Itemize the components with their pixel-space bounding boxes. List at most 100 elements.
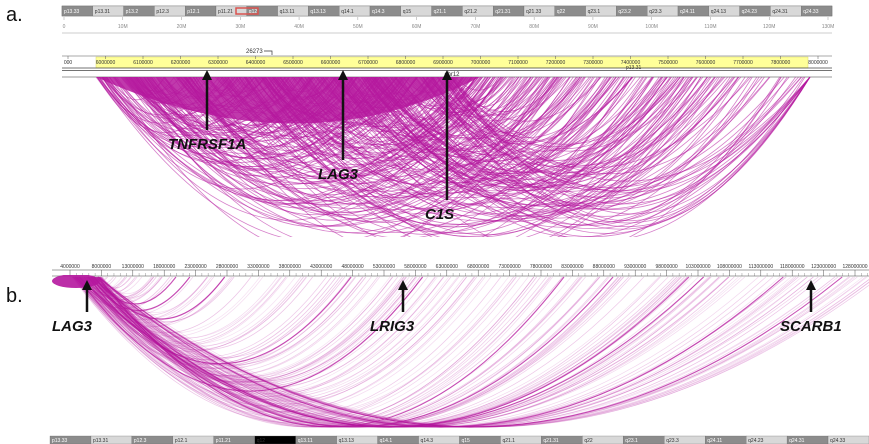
ideogram-band-label: q22 <box>584 438 593 444</box>
axis-tick-label: 28000000 <box>216 264 238 270</box>
ideogram-band-label: q12 <box>249 9 258 15</box>
panel-a-label: a. <box>6 4 23 26</box>
interaction-arc <box>91 276 869 428</box>
scale-tick-label: 30M <box>235 24 245 30</box>
zoom-tick-label: 6500000 <box>283 60 303 66</box>
interaction-arc <box>267 77 653 216</box>
interaction-arc <box>176 77 600 198</box>
interaction-arc <box>96 276 579 428</box>
panel-a-zoom-ticks: 000 6000000 6100000 6200000 6300000 6400000 65… <box>64 56 828 66</box>
interaction-arc <box>80 276 231 327</box>
zoom-tick-label: 7500000 <box>658 60 678 66</box>
interaction-arc <box>90 276 421 386</box>
local-interaction-cluster <box>52 275 100 288</box>
interaction-arc <box>135 77 469 209</box>
interaction-arc <box>75 276 563 428</box>
axis-tick-label: 68000000 <box>467 264 489 270</box>
interaction-arc <box>84 276 212 320</box>
panel-a-ideogram: p13.33 p13.31 p13.2 p12.3 p12.1 p11.21 q12 q13.… <box>61 5 833 17</box>
gene-label-lrig3: LRIG3 <box>370 318 415 335</box>
axis-tick-label: 13000000 <box>122 264 144 270</box>
zoom-tick-label: 6700000 <box>358 60 378 66</box>
axis-tick-label: 23000000 <box>184 264 206 270</box>
interaction-arc <box>408 77 724 168</box>
zoom-tick-label: 6900000 <box>433 60 453 66</box>
ideogram-band <box>801 5 833 17</box>
ideogram-band-label: p12.3 <box>156 9 169 15</box>
ideogram-band-label: q23.1 <box>588 9 601 15</box>
interaction-arc <box>83 276 688 428</box>
region-marker <box>235 7 259 15</box>
interaction-arc <box>84 276 541 428</box>
interaction-arc <box>93 276 155 298</box>
interaction-arc <box>87 276 191 311</box>
interaction-arc <box>403 77 811 234</box>
zoom-tick-label: 7100000 <box>508 60 528 66</box>
ideogram-band-label: q14.1 <box>341 9 354 15</box>
ideogram-band-label: q23.2 <box>618 9 631 15</box>
ideogram-band-label: q14.3 <box>421 438 434 444</box>
axis-tick-label: 33000000 <box>247 264 269 270</box>
ideogram-band-label: q24.31 <box>772 9 788 15</box>
interaction-arc <box>74 276 742 428</box>
interaction-arc <box>72 276 547 428</box>
interaction-arc <box>96 276 416 383</box>
interaction-arc <box>83 276 363 370</box>
interaction-arc <box>100 276 516 415</box>
ideogram-band-label: q12 <box>257 438 266 444</box>
interaction-arc <box>83 276 438 394</box>
interaction-arc <box>87 276 394 378</box>
ideogram-band-label: q24.23 <box>748 438 764 444</box>
ideogram-band-label: q24.13 <box>711 9 727 15</box>
ideogram-band-label: q24.33 <box>830 438 846 444</box>
interaction-arc <box>90 276 161 301</box>
interaction-arc <box>100 276 107 279</box>
interaction-arc <box>238 77 647 233</box>
zoom-tick-label: 7000000 <box>471 60 491 66</box>
interaction-arc <box>450 77 765 193</box>
interaction-arc <box>82 276 372 373</box>
interaction-arc <box>98 276 366 366</box>
panel-a-arcs <box>95 77 811 237</box>
interaction-arc <box>80 276 380 376</box>
interaction-arc <box>93 276 467 401</box>
scale-tick-label: 20M <box>177 24 187 30</box>
interaction-arc <box>150 77 473 185</box>
interaction-arc <box>100 276 465 398</box>
interaction-arc <box>349 77 579 165</box>
interaction-arc <box>79 276 444 398</box>
interaction-arc <box>432 77 578 133</box>
interaction-arc <box>99 276 346 358</box>
interaction-arc <box>91 276 410 383</box>
axis-tick-label: 103000000 <box>685 264 710 270</box>
interaction-arc <box>83 276 492 412</box>
interaction-arc <box>72 276 445 400</box>
ideogram-band-label: q15 <box>403 9 412 15</box>
interaction-arc <box>86 276 458 400</box>
interaction-arc <box>95 276 538 423</box>
interaction-arc <box>268 77 611 211</box>
interaction-arc <box>88 276 869 428</box>
interaction-arc <box>87 276 302 348</box>
interaction-arc <box>93 276 781 428</box>
axis-tick-label: 38000000 <box>279 264 301 270</box>
interaction-arc <box>93 276 407 381</box>
interaction-arc <box>74 276 393 383</box>
interaction-arc <box>96 276 428 387</box>
axis-tick-label: 88000000 <box>593 264 615 270</box>
axis-tick-label: 73000000 <box>498 264 520 270</box>
panel-b-arrows <box>82 280 816 312</box>
ideogram-band-label: q13.13 <box>310 9 326 15</box>
interaction-arc <box>89 276 678 428</box>
scale-tick-label: 60M <box>412 24 422 30</box>
zoom-tick-label: 7700000 <box>733 60 753 66</box>
interaction-arc <box>225 77 668 226</box>
zoom-tick-label: 6400000 <box>246 60 266 66</box>
interaction-arc <box>75 276 552 428</box>
ideogram-band-label: q21.31 <box>543 438 559 444</box>
ideogram-band-label: q13.11 <box>280 9 295 15</box>
zoom-tick-label: 6300000 <box>208 60 228 66</box>
interaction-arc <box>98 276 225 319</box>
interaction-arc <box>86 276 632 428</box>
gene-label-lag3-b: LAG3 <box>52 318 93 335</box>
